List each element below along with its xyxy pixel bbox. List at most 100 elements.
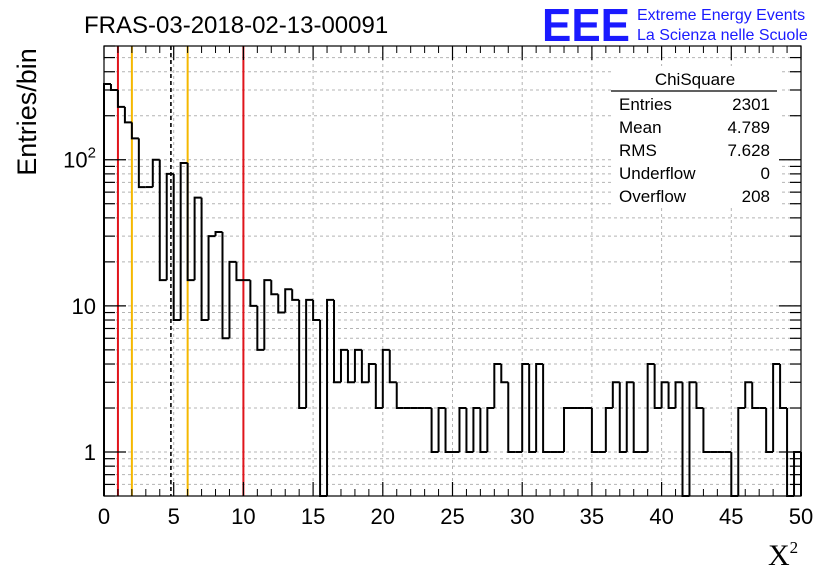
histogram-bin	[653, 364, 662, 410]
histogram-bin	[165, 172, 174, 281]
histogram-bin	[130, 122, 139, 140]
stats-value-rms: 7.628	[727, 141, 770, 160]
histogram-bin	[367, 363, 376, 383]
stats-value-mean: 4.789	[727, 118, 770, 137]
histogram-bin	[200, 197, 209, 322]
y-axis-label: Entries/bin	[12, 48, 42, 176]
histogram-bin	[493, 363, 502, 409]
histogram-bin	[158, 159, 167, 282]
stats-value-underflow: 0	[761, 164, 770, 183]
histogram-bin	[674, 381, 683, 409]
histogram-bin	[305, 298, 314, 409]
histogram-bin	[618, 382, 627, 454]
histogram-bin	[611, 381, 620, 409]
histogram-bin	[437, 407, 446, 453]
histogram-bin	[646, 363, 655, 453]
histogram-bin	[465, 408, 474, 454]
stats-label-mean: Mean	[619, 118, 662, 137]
histogram-bin	[256, 305, 265, 351]
reference-lines	[116, 46, 245, 496]
histogram-bin	[528, 364, 537, 454]
histogram-bin	[430, 408, 439, 454]
histogram-bin	[737, 407, 746, 496]
histogram-bin	[207, 235, 216, 321]
stats-box-rows: Entries 2301 Mean 4.789 RMS 7.628 Underf…	[619, 95, 770, 206]
x-tick-label: 20	[371, 504, 395, 529]
histogram-bin	[667, 382, 676, 410]
x-tick-label: 25	[440, 504, 464, 529]
stats-label-rms: RMS	[619, 141, 657, 160]
histogram-bin	[772, 363, 781, 453]
x-axis-label: X2	[768, 538, 798, 572]
stats-label-underflow: Underflow	[619, 164, 696, 183]
histogram-bin	[284, 288, 293, 313]
eee-logo-line2: La Scienza nelle Scuole	[637, 27, 808, 44]
histogram-bin	[214, 231, 223, 237]
histogram-bin	[744, 381, 753, 409]
stats-box: ChiSquare Entries 2301 Mean 4.789 RMS 7.…	[611, 66, 779, 208]
stats-value-overflow: 208	[742, 187, 770, 206]
histogram-bin	[765, 408, 774, 454]
x-tick-label: 15	[301, 504, 325, 529]
histogram-bin	[381, 348, 390, 409]
eee-logo: EEE Extreme Energy Events La Scienza nel…	[542, 0, 808, 51]
x-tick-label: 10	[231, 504, 255, 529]
histogram-bin	[702, 408, 711, 454]
x-tick-label: 50	[789, 504, 813, 529]
stats-value-entries: 2301	[732, 95, 770, 114]
histogram-bin	[137, 138, 146, 189]
histogram-bin	[625, 381, 634, 453]
histogram-bin	[751, 382, 760, 410]
histogram-bin	[360, 349, 369, 384]
x-tick-label: 40	[649, 504, 673, 529]
histogram-bin	[563, 407, 571, 453]
histogram-bin	[263, 279, 272, 350]
histogram-bin	[333, 299, 341, 384]
histogram-bin	[458, 407, 467, 453]
histogram-bin	[590, 408, 599, 454]
x-tick-label: 35	[580, 504, 604, 529]
histogram-bin	[444, 408, 453, 454]
x-tick-label: 30	[510, 504, 534, 529]
histogram-bin	[507, 382, 516, 454]
grid	[104, 45, 801, 497]
y-tick-label: 1	[84, 440, 96, 465]
x-tick-label: 5	[168, 504, 180, 529]
histogram-bin	[270, 280, 279, 296]
x-tick-label: 45	[719, 504, 743, 529]
histogram-bin	[388, 349, 397, 384]
histogram-bin	[179, 161, 188, 321]
histogram-bin	[346, 349, 355, 384]
x-tick-label: 0	[98, 504, 110, 529]
histogram-bin	[681, 382, 690, 497]
histogram-bin	[632, 382, 641, 454]
histogram-bin	[312, 299, 321, 322]
histogram-bin	[395, 382, 404, 410]
histogram-bin	[339, 348, 348, 383]
histogram-bin	[353, 348, 362, 383]
histogram-bin	[221, 232, 230, 340]
stats-label-entries: Entries	[619, 95, 672, 114]
histogram-bin	[695, 382, 704, 410]
stats-label-overflow: Overflow	[619, 187, 687, 206]
histogram-bin	[298, 299, 307, 410]
histogram-bin	[688, 381, 697, 496]
eee-logo-line1: Extreme Energy Events	[637, 7, 805, 24]
histogram-bin	[542, 364, 551, 454]
histogram-bin	[109, 83, 118, 91]
stats-box-title: ChiSquare	[655, 70, 735, 89]
histogram-bars	[103, 82, 802, 497]
histogram-bin	[116, 89, 125, 108]
histogram-bin	[486, 407, 495, 453]
y-tick-label: 10	[72, 294, 96, 319]
histogram-bin	[535, 363, 544, 453]
histogram-bin	[660, 381, 669, 409]
histogram-bin	[779, 364, 788, 410]
eee-logo-mark: EEE	[542, 0, 630, 51]
histogram-bin	[103, 82, 111, 496]
histogram-bin	[521, 363, 530, 453]
histogram-bin	[277, 294, 286, 314]
axis-ticks: 0 5 10 15 20 25 30 35 40 45 50 1 10 102	[63, 45, 813, 529]
histogram-bin	[500, 364, 509, 384]
